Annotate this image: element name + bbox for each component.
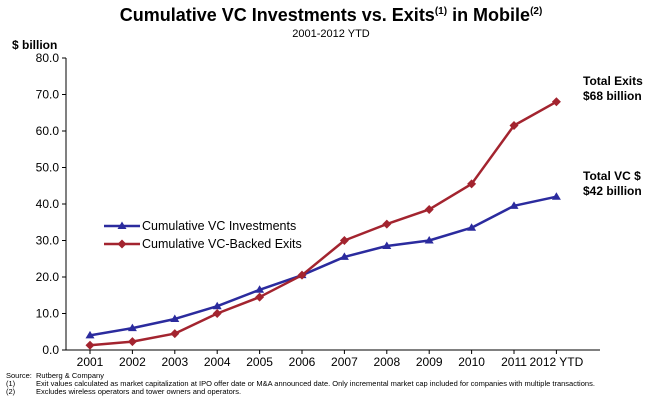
legend-label-vc-investments: Cumulative VC Investments xyxy=(142,219,296,233)
legend-label-vc-exits: Cumulative VC-Backed Exits xyxy=(142,237,302,251)
footnote-2-marker: (2) xyxy=(6,387,16,396)
data-point-cumulative-vc-backed-exits xyxy=(467,179,477,189)
data-point-cumulative-vc-investments xyxy=(509,201,519,209)
footnote-1-marker: (1) xyxy=(6,379,16,388)
x-tick-label: 2005 xyxy=(246,355,273,369)
y-tick-label: 0.0 xyxy=(42,343,59,357)
annotation-total-vc-value: $42 billion xyxy=(583,184,642,198)
data-point-cumulative-vc-investments xyxy=(212,301,222,310)
title-main: Cumulative VC Investments vs. Exits xyxy=(120,5,435,25)
data-point-cumulative-vc-backed-exits xyxy=(127,337,137,347)
y-ticks: 0.0 10.0 20.0 30.0 40.0 50.0 60.0 70.0 80.0 xyxy=(36,51,66,357)
data-point-cumulative-vc-backed-exits xyxy=(85,340,95,350)
y-axis-label: $ billion xyxy=(12,38,57,52)
x-tick-label: 2003 xyxy=(161,355,188,369)
footnote-1-text: Exit values calculated as market capital… xyxy=(36,379,595,388)
data-point-cumulative-vc-backed-exits xyxy=(297,270,307,280)
source-label: Source: xyxy=(6,371,32,380)
data-point-cumulative-vc-backed-exits xyxy=(382,219,392,229)
data-point-cumulative-vc-investments xyxy=(85,330,95,339)
series-line-cumulative-vc-investments xyxy=(89,195,557,337)
chart-subtitle: 2001-2012 YTD xyxy=(292,28,370,40)
x-tick-label: 2007 xyxy=(331,355,358,369)
annotation-total-exits-value: $68 billion xyxy=(583,89,642,103)
x-tick-label: 2011 xyxy=(501,355,527,369)
y-tick-label: 50.0 xyxy=(36,161,60,175)
data-point-cumulative-vc-backed-exits xyxy=(551,97,561,107)
series-line-cumulative-vc-backed-exits xyxy=(89,100,558,347)
annotation-total-exits-title: Total Exits xyxy=(583,74,643,88)
x-tick-label: 2006 xyxy=(289,355,316,369)
x-ticks: 2001 2002 2003 2004 2005 2006 2007 2008 2009 2010… xyxy=(77,350,584,369)
x-tick-label: 2009 xyxy=(416,355,443,369)
footnote-2-text: Excludes wireless operators and tower ow… xyxy=(36,387,241,396)
x-tick-label: 2008 xyxy=(373,355,400,369)
legend-item-vc-investments: Cumulative VC Investments xyxy=(104,219,296,233)
x-tick-label: 2004 xyxy=(204,355,231,369)
data-point-cumulative-vc-investments xyxy=(339,252,349,260)
series-group xyxy=(85,97,561,350)
y-tick-label: 70.0 xyxy=(36,88,60,102)
title-footnote-2: (2) xyxy=(530,6,542,17)
chart-title: Cumulative VC Investments vs. Exits(1) i… xyxy=(120,5,543,25)
x-tick-label: 2002 xyxy=(119,355,146,369)
data-point-cumulative-vc-backed-exits xyxy=(212,309,222,318)
data-point-cumulative-vc-investments xyxy=(127,323,137,332)
data-point-cumulative-vc-investments xyxy=(424,236,434,244)
data-point-cumulative-vc-investments xyxy=(551,192,561,200)
data-point-cumulative-vc-investments xyxy=(382,241,392,249)
legend-marker-triangle xyxy=(117,221,127,229)
x-tick-label: 2012 YTD xyxy=(529,355,583,369)
y-tick-label: 20.0 xyxy=(36,270,60,284)
y-tick-label: 10.0 xyxy=(36,307,60,321)
data-point-cumulative-vc-investments xyxy=(170,314,180,322)
data-point-cumulative-vc-backed-exits xyxy=(424,204,434,214)
title-middle: in Mobile xyxy=(447,5,530,25)
legend-marker-diamond xyxy=(117,239,127,249)
data-point-cumulative-vc-backed-exits xyxy=(339,236,349,245)
data-point-cumulative-vc-backed-exits xyxy=(255,292,265,302)
title-footnote-1: (1) xyxy=(435,6,447,17)
data-point-cumulative-vc-backed-exits xyxy=(509,121,519,131)
data-point-cumulative-vc-backed-exits xyxy=(170,329,180,339)
x-tick-label: 2010 xyxy=(458,355,485,369)
annotation-total-vc-title: Total VC $ xyxy=(583,169,641,183)
y-tick-label: 80.0 xyxy=(36,51,60,65)
legend: Cumulative VC Investments Cumulative VC-… xyxy=(104,219,302,251)
y-tick-label: 60.0 xyxy=(36,124,60,138)
y-tick-label: 30.0 xyxy=(36,234,60,248)
x-tick-label: 2001 xyxy=(77,355,104,369)
data-point-cumulative-vc-investments xyxy=(255,285,265,293)
y-tick-label: 40.0 xyxy=(36,197,60,211)
footnotes: Source: Rutberg & Company (1) Exit value… xyxy=(6,371,595,396)
legend-item-vc-exits: Cumulative VC-Backed Exits xyxy=(104,237,302,251)
source-text: Rutberg & Company xyxy=(36,371,104,380)
data-point-cumulative-vc-investments xyxy=(467,223,477,231)
